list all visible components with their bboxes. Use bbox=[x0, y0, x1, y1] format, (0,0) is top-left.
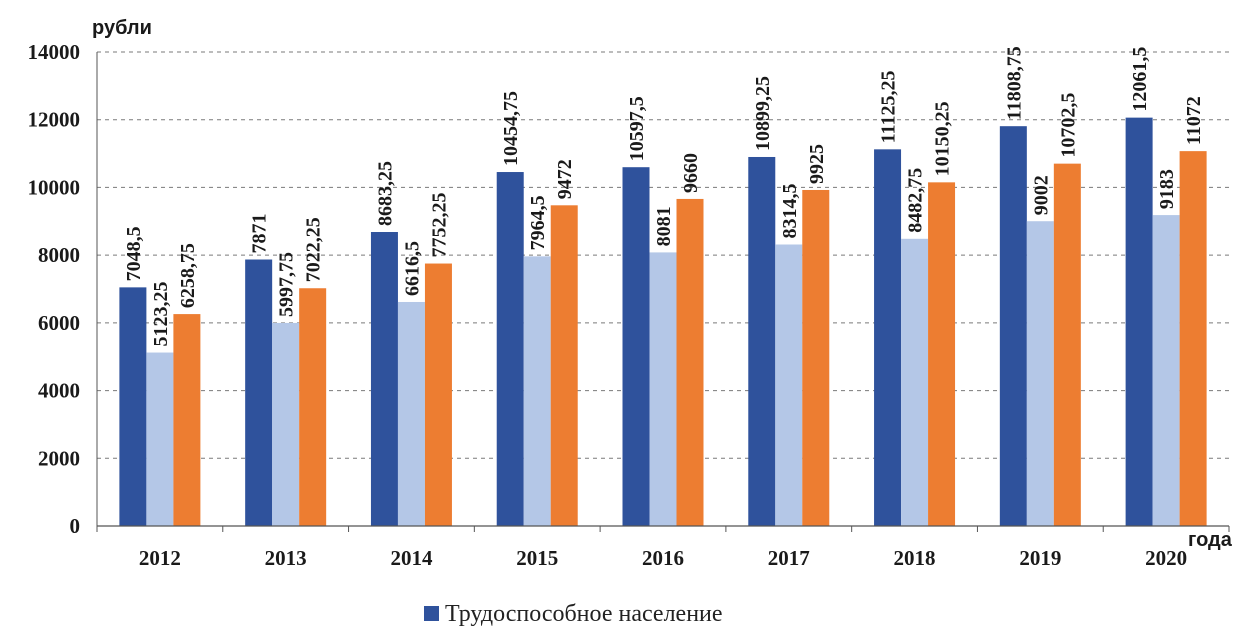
bars bbox=[119, 117, 1207, 527]
data-label: 12061,5 bbox=[1129, 47, 1151, 112]
bar bbox=[146, 352, 174, 526]
data-label: 7964,5 bbox=[527, 195, 549, 250]
bar bbox=[272, 322, 300, 526]
data-label: 8081 bbox=[653, 206, 675, 246]
bar bbox=[1053, 163, 1081, 526]
x-tick-label: 2012 bbox=[139, 546, 181, 570]
data-label: 9660 bbox=[680, 153, 702, 193]
data-label: 9472 bbox=[554, 159, 576, 199]
bar bbox=[1179, 151, 1207, 526]
bar bbox=[622, 167, 650, 527]
x-tick-label: 2014 bbox=[390, 546, 433, 570]
data-label: 5997,75 bbox=[276, 252, 298, 317]
data-label: 11808,75 bbox=[1003, 46, 1025, 120]
y-tick-label: 2000 bbox=[38, 446, 80, 470]
bar bbox=[999, 126, 1027, 527]
bar bbox=[370, 232, 398, 527]
bar bbox=[775, 244, 803, 526]
bar bbox=[901, 238, 929, 526]
data-label: 9002 bbox=[1030, 175, 1052, 215]
y-tick-label: 4000 bbox=[38, 379, 80, 403]
bar bbox=[119, 287, 147, 526]
data-label: 10454,75 bbox=[500, 91, 522, 166]
x-tick-label: 2015 bbox=[516, 546, 558, 570]
bar bbox=[748, 156, 776, 526]
bar bbox=[928, 182, 956, 526]
bar bbox=[245, 259, 273, 526]
data-label: 10899,25 bbox=[752, 76, 774, 151]
legend-label: Трудоспособное население bbox=[445, 601, 723, 627]
x-tick-label: 2018 bbox=[894, 546, 936, 570]
bar bbox=[1026, 221, 1054, 526]
legend-swatch bbox=[424, 606, 439, 621]
data-label: 6616,5 bbox=[401, 241, 423, 296]
x-unit-label: года bbox=[1188, 529, 1233, 551]
data-label: 7871 bbox=[249, 214, 271, 254]
data-label: 7752,25 bbox=[428, 193, 450, 258]
x-tick-label: 2019 bbox=[1019, 546, 1061, 570]
bar bbox=[550, 205, 578, 526]
data-label: 8482,75 bbox=[905, 168, 927, 233]
y-unit-label: рубли bbox=[92, 17, 152, 39]
bar bbox=[523, 256, 551, 526]
bar bbox=[173, 314, 201, 526]
bar bbox=[874, 149, 902, 527]
x-tick-label: 2017 bbox=[768, 546, 810, 570]
bar bbox=[397, 301, 425, 526]
data-label: 8683,25 bbox=[374, 161, 396, 226]
data-label: 7048,5 bbox=[123, 226, 145, 281]
data-label: 8314,5 bbox=[779, 183, 801, 238]
bar bbox=[299, 288, 327, 526]
data-label: 10150,25 bbox=[932, 101, 954, 176]
bar bbox=[1152, 215, 1180, 527]
bar bbox=[1125, 117, 1153, 526]
axes: 0 2000 4000 6000 8000 10000 12000 14000 2012 2013… bbox=[28, 40, 1230, 570]
x-tick-label: 2016 bbox=[642, 546, 684, 570]
y-tick-label: 14000 bbox=[28, 40, 81, 64]
data-label: 9183 bbox=[1156, 169, 1178, 209]
bar bbox=[424, 263, 452, 526]
bar bbox=[802, 189, 830, 527]
legend: Трудоспособное население bbox=[424, 601, 723, 627]
y-tick-label: 10000 bbox=[28, 175, 81, 199]
data-label: 10597,5 bbox=[626, 96, 648, 161]
data-label: 7022,25 bbox=[303, 217, 325, 282]
data-label: 9925 bbox=[806, 144, 828, 184]
data-label: 11125,25 bbox=[878, 71, 900, 144]
y-tick-label: 6000 bbox=[38, 311, 80, 335]
bar bbox=[496, 172, 524, 526]
x-tick-label: 2020 bbox=[1145, 546, 1187, 570]
bar bbox=[676, 198, 704, 526]
y-tick-label: 0 bbox=[70, 514, 81, 538]
data-label: 10702,5 bbox=[1057, 93, 1079, 158]
y-tick-label: 8000 bbox=[38, 243, 80, 267]
data-label: 5123,25 bbox=[150, 282, 172, 347]
x-tick-label: 2013 bbox=[265, 546, 307, 570]
data-label: 6258,75 bbox=[177, 243, 199, 308]
bar bbox=[649, 252, 677, 526]
y-tick-label: 12000 bbox=[28, 108, 81, 132]
data-label: 11072 bbox=[1183, 96, 1205, 145]
